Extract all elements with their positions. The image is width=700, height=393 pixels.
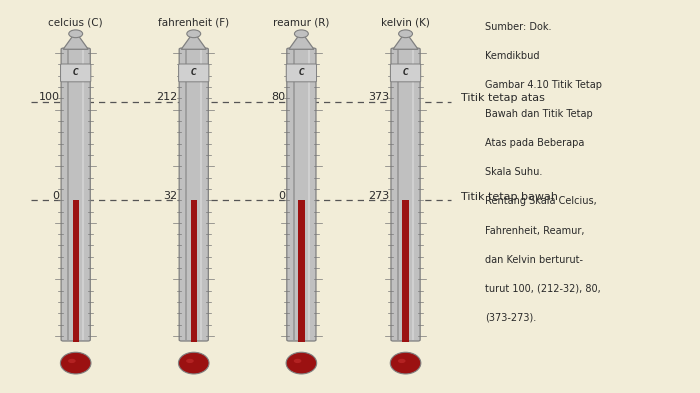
Bar: [73, 200, 79, 342]
Text: Rentang Skala Celcius,: Rentang Skala Celcius,: [485, 196, 597, 206]
Text: 273: 273: [368, 191, 390, 201]
Text: dan Kelvin berturut-: dan Kelvin berturut-: [485, 255, 583, 264]
Bar: [298, 200, 304, 342]
Text: fahrenheit (F): fahrenheit (F): [158, 18, 230, 28]
FancyBboxPatch shape: [391, 48, 420, 341]
Circle shape: [187, 30, 201, 38]
Bar: [185, 49, 188, 340]
Bar: [402, 200, 409, 342]
Text: reamur (R): reamur (R): [273, 18, 330, 28]
Polygon shape: [289, 32, 314, 49]
Text: 80: 80: [272, 92, 286, 102]
Text: 0: 0: [279, 191, 286, 201]
FancyBboxPatch shape: [178, 64, 209, 82]
Text: C: C: [191, 68, 197, 77]
Text: Titik tetap bawah: Titik tetap bawah: [461, 191, 558, 202]
FancyBboxPatch shape: [61, 48, 90, 341]
Ellipse shape: [398, 359, 405, 363]
Ellipse shape: [294, 359, 302, 363]
Text: Atas pada Beberapa: Atas pada Beberapa: [485, 138, 584, 149]
Ellipse shape: [391, 352, 421, 374]
Text: Bawah dan Titik Tetap: Bawah dan Titik Tetap: [485, 109, 593, 119]
Text: Gambar 4.10 Titik Tetap: Gambar 4.10 Titik Tetap: [485, 80, 603, 90]
Circle shape: [69, 30, 83, 38]
Ellipse shape: [286, 352, 316, 374]
Text: C: C: [299, 68, 304, 77]
Text: celcius (C): celcius (C): [48, 18, 103, 28]
Text: Titik tetap atas: Titik tetap atas: [461, 93, 545, 103]
FancyBboxPatch shape: [61, 64, 91, 82]
Bar: [397, 49, 399, 340]
Text: Skala Suhu.: Skala Suhu.: [485, 167, 542, 178]
Bar: [190, 200, 197, 342]
Text: Sumber: Dok.: Sumber: Dok.: [485, 22, 552, 32]
Text: Kemdikbud: Kemdikbud: [485, 51, 540, 61]
Text: turut 100, (212-32), 80,: turut 100, (212-32), 80,: [485, 284, 601, 294]
Polygon shape: [393, 32, 418, 49]
Text: 212: 212: [157, 92, 178, 102]
Text: kelvin (K): kelvin (K): [381, 18, 430, 28]
Bar: [307, 49, 310, 340]
Text: Fahrenheit, Reamur,: Fahrenheit, Reamur,: [485, 226, 585, 235]
Bar: [412, 49, 414, 340]
Bar: [67, 49, 69, 340]
FancyBboxPatch shape: [391, 64, 421, 82]
Text: C: C: [73, 68, 78, 77]
FancyBboxPatch shape: [179, 48, 209, 341]
Circle shape: [398, 30, 412, 38]
Circle shape: [295, 30, 308, 38]
Polygon shape: [63, 32, 88, 49]
Bar: [82, 49, 84, 340]
Bar: [293, 49, 295, 340]
Polygon shape: [181, 32, 206, 49]
Text: 0: 0: [52, 191, 60, 201]
Text: (373-273).: (373-273).: [485, 313, 537, 323]
FancyBboxPatch shape: [286, 64, 316, 82]
Text: 373: 373: [368, 92, 390, 102]
Bar: [200, 49, 202, 340]
Ellipse shape: [60, 352, 91, 374]
Text: 32: 32: [164, 191, 178, 201]
Text: C: C: [402, 68, 408, 77]
Ellipse shape: [186, 359, 194, 363]
Ellipse shape: [68, 359, 76, 363]
FancyBboxPatch shape: [287, 48, 316, 341]
Ellipse shape: [178, 352, 209, 374]
Text: 100: 100: [38, 92, 60, 102]
